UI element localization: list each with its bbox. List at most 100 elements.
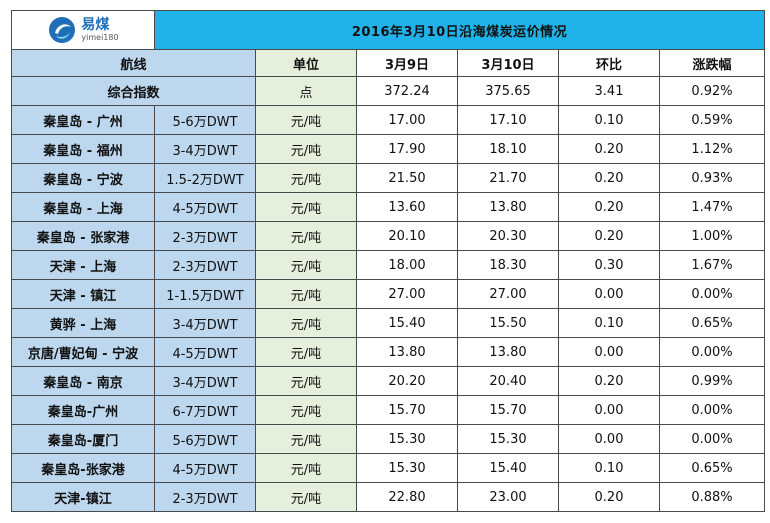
pct-cell: 0.65%	[658, 453, 766, 483]
index-change: 3.41	[558, 76, 660, 106]
unit-cell: 元/吨	[255, 308, 357, 338]
table-row: 秦皇岛 - 宁波 1.5-2万DWT 元/吨 21.50 21.70 0.20 0.93%	[11, 163, 766, 193]
prev-rate-cell: 13.60	[356, 192, 458, 222]
prev-rate-cell: 21.50	[356, 163, 458, 193]
table-row: 秦皇岛 - 上海 4-5万DWT 元/吨 13.60 13.80 0.20 1.47%	[11, 192, 766, 222]
logo-text: 易煤 yimei180	[81, 18, 118, 42]
prev-rate-cell: 13.80	[356, 337, 458, 367]
vessel-size-cell: 6-7万DWT	[154, 395, 256, 425]
unit-cell: 元/吨	[255, 192, 357, 222]
pct-cell: 0.93%	[658, 163, 766, 193]
curr-rate-cell: 20.30	[457, 221, 559, 251]
curr-rate-cell: 17.10	[457, 105, 559, 135]
vessel-size-cell: 2-3万DWT	[154, 250, 256, 280]
table-row: 天津 - 上海 2-3万DWT 元/吨 18.00 18.30 0.30 1.67%	[11, 250, 766, 280]
change-cell: 0.20	[558, 163, 660, 193]
curr-rate-cell: 21.70	[457, 163, 559, 193]
table-row: 秦皇岛 - 广州 5-6万DWT 元/吨 17.00 17.10 0.10 0.59%	[11, 105, 766, 135]
prev-rate-cell: 27.00	[356, 279, 458, 309]
unit-cell: 元/吨	[255, 337, 357, 367]
table-row: 秦皇岛 - 南京 3-4万DWT 元/吨 20.20 20.40 0.20 0.99%	[11, 366, 766, 396]
pct-cell: 1.00%	[658, 221, 766, 251]
prev-rate-cell: 17.90	[356, 134, 458, 164]
header-change: 环比	[558, 49, 660, 77]
curr-rate-cell: 27.00	[457, 279, 559, 309]
curr-rate-cell: 15.70	[457, 395, 559, 425]
vessel-size-cell: 3-4万DWT	[154, 308, 256, 338]
route-cell: 秦皇岛 - 张家港	[11, 221, 155, 251]
table-row: 天津-镇江 2-3万DWT 元/吨 22.80 23.00 0.20 0.88%	[11, 482, 766, 512]
change-cell: 0.20	[558, 366, 660, 396]
header-prev-date: 3月9日	[356, 49, 458, 77]
table-row: 秦皇岛 - 福州 3-4万DWT 元/吨 17.90 18.10 0.20 1.12%	[11, 134, 766, 164]
table-row: 秦皇岛-广州 6-7万DWT 元/吨 15.70 15.70 0.00 0.00%	[11, 395, 766, 425]
prev-rate-cell: 15.30	[356, 424, 458, 454]
unit-cell: 元/吨	[255, 366, 357, 396]
route-cell: 天津 - 上海	[11, 250, 155, 280]
index-row: 综合指数 点 372.24 375.65 3.41 0.92%	[11, 76, 766, 106]
index-label: 综合指数	[11, 76, 256, 106]
prev-rate-cell: 15.40	[356, 308, 458, 338]
pct-cell: 0.65%	[658, 308, 766, 338]
logo-cell: 易煤 yimei180	[11, 10, 155, 50]
vessel-size-cell: 3-4万DWT	[154, 134, 256, 164]
header-row: 航线 单位 3月9日 3月10日 环比 涨跌幅	[11, 49, 766, 77]
pct-cell: 0.00%	[658, 395, 766, 425]
change-cell: 0.00	[558, 279, 660, 309]
vessel-size-cell: 2-3万DWT	[154, 221, 256, 251]
change-cell: 0.10	[558, 453, 660, 483]
pct-cell: 0.59%	[658, 105, 766, 135]
unit-cell: 元/吨	[255, 424, 357, 454]
index-unit: 点	[255, 76, 357, 106]
logo-brand-cn: 易煤	[81, 17, 110, 33]
change-cell: 0.30	[558, 250, 660, 280]
prev-rate-cell: 22.80	[356, 482, 458, 512]
vessel-size-cell: 4-5万DWT	[154, 192, 256, 222]
pct-cell: 1.12%	[658, 134, 766, 164]
unit-cell: 元/吨	[255, 221, 357, 251]
table-row: 秦皇岛-张家港 4-5万DWT 元/吨 15.30 15.40 0.10 0.65%	[11, 453, 766, 483]
header-unit: 单位	[255, 49, 357, 77]
yimei-logo-icon	[49, 17, 76, 43]
vessel-size-cell: 3-4万DWT	[154, 366, 256, 396]
pct-cell: 0.00%	[658, 337, 766, 367]
route-cell: 秦皇岛 - 广州	[11, 105, 155, 135]
table-row: 秦皇岛 - 张家港 2-3万DWT 元/吨 20.10 20.30 0.20 1.00%	[11, 221, 766, 251]
change-cell: 0.00	[558, 424, 660, 454]
pct-cell: 1.47%	[658, 192, 766, 222]
change-cell: 0.20	[558, 221, 660, 251]
curr-rate-cell: 13.80	[457, 192, 559, 222]
prev-rate-cell: 15.30	[356, 453, 458, 483]
route-cell: 秦皇岛-张家港	[11, 453, 155, 483]
unit-cell: 元/吨	[255, 482, 357, 512]
logo-brand-en: yimei180	[81, 33, 119, 42]
title-row: 易煤 yimei180 2016年3月10日沿海煤炭运价情况	[11, 10, 766, 50]
change-cell: 0.10	[558, 105, 660, 135]
table-row: 天津 - 镇江 1-1.5万DWT 元/吨 27.00 27.00 0.00 0.00%	[11, 279, 766, 309]
prev-rate-cell: 20.20	[356, 366, 458, 396]
table-row: 秦皇岛-厦门 5-6万DWT 元/吨 15.30 15.30 0.00 0.00%	[11, 424, 766, 454]
freight-rate-table: 易煤 yimei180 2016年3月10日沿海煤炭运价情况 航线 单位 3月9…	[11, 10, 766, 512]
prev-rate-cell: 17.00	[356, 105, 458, 135]
route-cell: 天津 - 镇江	[11, 279, 155, 309]
curr-rate-cell: 15.30	[457, 424, 559, 454]
vessel-size-cell: 5-6万DWT	[154, 424, 256, 454]
prev-rate-cell: 20.10	[356, 221, 458, 251]
header-pct: 涨跌幅	[658, 49, 766, 77]
pct-cell: 0.00%	[658, 279, 766, 309]
route-cell: 天津-镇江	[11, 482, 155, 512]
route-cell: 秦皇岛-广州	[11, 395, 155, 425]
curr-rate-cell: 18.30	[457, 250, 559, 280]
unit-cell: 元/吨	[255, 134, 357, 164]
pct-cell: 0.99%	[658, 366, 766, 396]
header-route: 航线	[11, 49, 256, 77]
pct-cell: 1.67%	[658, 250, 766, 280]
page-title: 2016年3月10日沿海煤炭运价情况	[153, 10, 766, 50]
unit-cell: 元/吨	[255, 453, 357, 483]
index-prev: 372.24	[356, 76, 458, 106]
vessel-size-cell: 4-5万DWT	[154, 337, 256, 367]
vessel-size-cell: 1.5-2万DWT	[154, 163, 256, 193]
change-cell: 0.00	[558, 395, 660, 425]
pct-cell: 0.88%	[658, 482, 766, 512]
